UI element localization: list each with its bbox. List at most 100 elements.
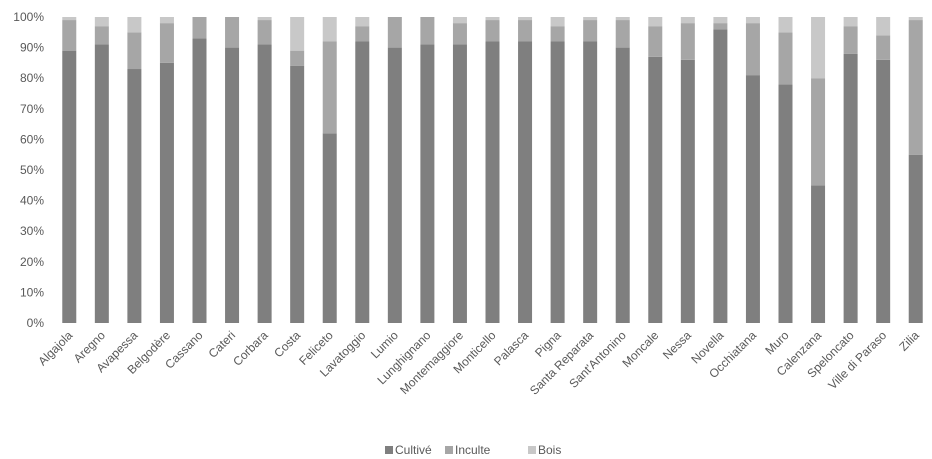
bar-segment-bois <box>290 17 305 51</box>
bar-segment-bois <box>648 17 663 27</box>
bar-segment-cultive <box>680 59 695 324</box>
y-tick-label: 30% <box>20 224 44 238</box>
y-tick-label: 50% <box>20 163 44 177</box>
bar-segment-inculte <box>745 23 760 76</box>
bar-segment-inculte <box>257 20 272 45</box>
bar-segment-cultive <box>713 29 728 324</box>
bar-segment-cultive <box>518 41 533 323</box>
bar-segment-bois <box>745 17 760 24</box>
bar-segment-bois <box>94 17 109 27</box>
bar-segment-cultive <box>127 69 142 324</box>
legend-label: Cultivé <box>395 443 432 457</box>
bar-segment-cultive <box>745 75 760 323</box>
bar-segment-inculte <box>550 26 565 42</box>
bar-segment-bois <box>615 17 630 21</box>
y-tick-label: 80% <box>20 71 44 85</box>
bar-segment-cultive <box>778 84 793 323</box>
bar-segment-inculte <box>127 32 142 70</box>
x-category-label: Palasca <box>491 328 531 368</box>
bar-segment-cultive <box>355 41 370 323</box>
bar-segment-bois <box>127 17 142 33</box>
bar-segment-inculte <box>583 20 598 42</box>
legend-label: Inculte <box>455 443 491 457</box>
bar-segment-cultive <box>322 133 337 323</box>
bar-segment-bois <box>322 17 337 42</box>
bar-segment-inculte <box>778 32 793 85</box>
x-category-label: Ville di Paraso <box>825 328 889 392</box>
bar-segment-inculte <box>908 20 923 155</box>
bar-segment-inculte <box>290 50 305 66</box>
y-tick-label: 100% <box>13 10 44 24</box>
bar-segment-cultive <box>648 56 663 323</box>
bar-segment-cultive <box>615 47 630 323</box>
bar-segment-bois <box>811 17 826 79</box>
bar-segment-bois <box>518 17 533 21</box>
legend-swatch <box>445 446 453 454</box>
bar-segment-bois <box>485 17 500 21</box>
legend: Cultivé Inculte Bois <box>385 443 561 457</box>
bar-segment-bois <box>908 17 923 21</box>
bar-segment-inculte <box>387 17 402 48</box>
bar-segment-bois <box>62 17 77 21</box>
bar-segment-bois <box>583 17 598 21</box>
y-axis: 0% 10% 20% 30% 40% 50% 60% 70% 80% 90% 100% <box>13 10 44 330</box>
bar-segment-inculte <box>518 20 533 42</box>
bar-segment-cultive <box>94 44 109 323</box>
bar-segment-bois <box>876 17 891 36</box>
y-tick-label: 40% <box>20 194 44 208</box>
x-category-label: Moncale <box>619 328 661 370</box>
bar-segment-bois <box>355 17 370 27</box>
legend-swatch <box>385 446 393 454</box>
bar-segment-inculte <box>615 20 630 48</box>
x-category-label: Algajola <box>35 328 75 368</box>
bar-segment-bois <box>778 17 793 33</box>
legend-swatch <box>528 446 536 454</box>
x-category-label: Corbara <box>230 328 271 369</box>
bar-segment-bois <box>680 17 695 24</box>
bar-segment-inculte <box>843 26 858 54</box>
bar-segment-inculte <box>94 26 109 45</box>
bar-segment-inculte <box>648 26 663 57</box>
bar-segment-inculte <box>322 41 337 134</box>
y-tick-label: 60% <box>20 132 44 146</box>
bar-segment-inculte <box>680 23 695 60</box>
bar-segment-inculte <box>713 23 728 30</box>
bar-segment-cultive <box>290 65 305 324</box>
bar-segment-inculte <box>62 20 77 51</box>
bar-segment-inculte <box>811 78 826 186</box>
legend-label: Bois <box>538 443 561 457</box>
bar-segment-cultive <box>550 41 565 323</box>
bar-segment-cultive <box>420 44 435 323</box>
bar-segment-bois <box>843 17 858 27</box>
bar-segment-cultive <box>257 44 272 323</box>
bar-segment-cultive <box>387 47 402 323</box>
y-tick-label: 10% <box>20 285 44 299</box>
bar-segment-bois <box>713 17 728 24</box>
bar-segment-cultive <box>843 53 858 323</box>
bar-segment-cultive <box>811 185 826 323</box>
bar-segment-inculte <box>225 17 240 48</box>
bar-segment-inculte <box>159 23 174 63</box>
bar-segment-inculte <box>192 17 207 39</box>
x-category-label: Muro <box>762 328 791 357</box>
bar-segment-cultive <box>876 59 891 324</box>
bar-segment-bois <box>550 17 565 27</box>
bar-segment-cultive <box>192 38 207 324</box>
bar-segment-cultive <box>485 41 500 323</box>
bar-segment-cultive <box>583 41 598 323</box>
bar-segment-cultive <box>159 62 174 324</box>
bar-segment-bois <box>257 17 272 21</box>
bar-segment-cultive <box>452 44 467 323</box>
bar-segment-inculte <box>355 26 370 42</box>
bar-segment-cultive <box>908 154 923 323</box>
bar-segment-inculte <box>876 35 891 60</box>
y-tick-label: 20% <box>20 255 44 269</box>
bar-segment-bois <box>159 17 174 24</box>
bar-segment-cultive <box>225 47 240 323</box>
bar-segment-inculte <box>485 20 500 42</box>
y-tick-label: 0% <box>27 316 45 330</box>
bar-segment-bois <box>452 17 467 24</box>
bar-segment-inculte <box>420 17 435 45</box>
